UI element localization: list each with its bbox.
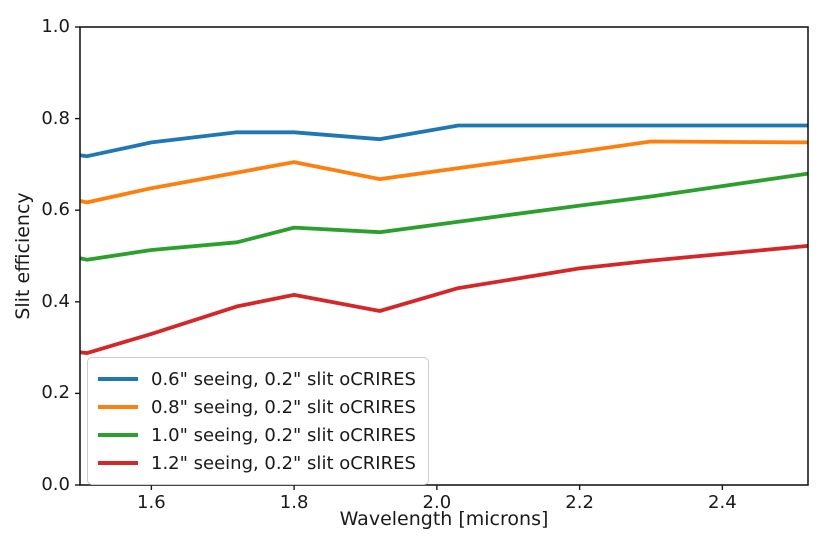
legend-item-3: 1.2" seeing, 0.2" slit oCRIRES	[98, 449, 416, 477]
legend-label: 1.0" seeing, 0.2" slit oCRIRES	[151, 424, 416, 446]
y-tick-label-3: 0.6	[41, 199, 70, 221]
x-tick-label-1: 1.8	[279, 492, 309, 513]
y-tick-label-0: 0.0	[41, 474, 70, 495]
x-tick-label-2: 2.0	[422, 492, 452, 513]
y-tick-label-2: 0.4	[41, 290, 70, 312]
x-tick-label-4: 2.4	[708, 492, 737, 513]
legend: 0.6" seeing, 0.2" slit oCRIRES 0.8" seein…	[87, 357, 429, 485]
series-line-0	[79, 123, 808, 159]
y-tick-label-1: 0.2	[41, 382, 70, 404]
legend-item-0: 0.6" seeing, 0.2" slit oCRIRES	[98, 365, 416, 393]
x-tick-label-3: 2.2	[565, 492, 594, 513]
x-axis-label: Wavelength [microns]	[339, 508, 549, 530]
series-line-1	[79, 139, 809, 205]
legend-label: 0.6" seeing, 0.2" slit oCRIRES	[151, 368, 416, 390]
series-line-3	[79, 244, 809, 356]
legend-label: 1.2" seeing, 0.2" slit oCRIRES	[151, 452, 416, 474]
legend-label: 0.8" seeing, 0.2" slit oCRIRES	[151, 396, 416, 418]
legend-item-2: 1.0" seeing, 0.2" slit oCRIRES	[98, 421, 416, 449]
legend-swatch-icon	[98, 433, 138, 437]
legend-swatch-icon	[98, 461, 138, 465]
legend-item-1: 0.8" seeing, 0.2" slit oCRIRES	[98, 393, 416, 421]
y-tick-label-4: 0.8	[41, 107, 70, 129]
series-line-2	[79, 171, 809, 262]
axes-frame	[79, 26, 809, 486]
y-axis-label: Slit efficiency	[12, 192, 34, 320]
x-tick-label-0: 1.6	[137, 492, 166, 513]
y-tick-label-5: 1.0	[41, 16, 70, 37]
legend-swatch-icon	[98, 405, 138, 409]
legend-swatch-icon	[98, 377, 138, 381]
